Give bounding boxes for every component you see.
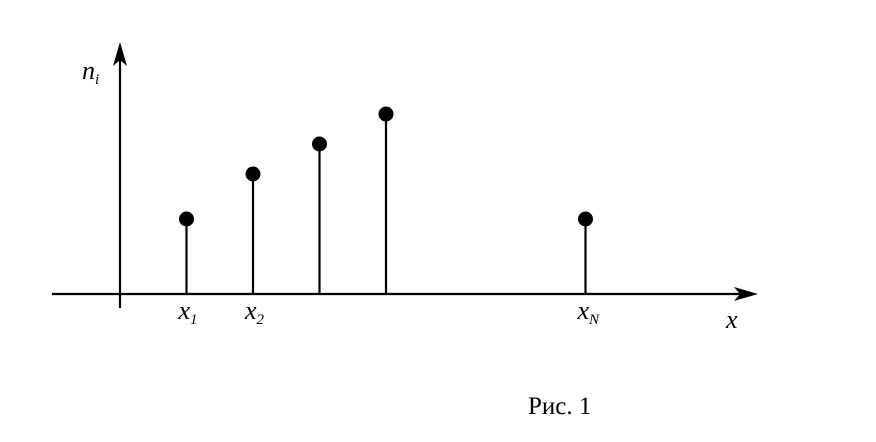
axes	[52, 42, 758, 308]
x-axis-arrowhead	[734, 287, 758, 301]
x-tick-label: xN	[577, 296, 601, 328]
y-axis-arrowhead	[113, 42, 127, 66]
x-tick-label-subscript: N	[588, 312, 600, 328]
x-tick-label-base: x	[244, 296, 257, 325]
x-tick-label-subscript: 1	[190, 312, 198, 328]
data-point	[312, 136, 327, 152]
data-point	[378, 106, 394, 122]
data-point	[179, 211, 194, 227]
data-point	[245, 166, 261, 182]
x-tick-label: x1	[178, 296, 198, 328]
y-axis-label: ni	[82, 56, 99, 88]
data-point	[578, 211, 593, 227]
x-tick-label-subscript: 2	[257, 312, 265, 328]
x-tick-label-base: x	[577, 296, 590, 325]
x-axis-label: x	[725, 305, 738, 334]
x-tick-label: x2	[244, 296, 265, 328]
stem-marks: x1 x2 xN	[178, 106, 601, 328]
figure-caption: Рис. 1	[528, 393, 591, 420]
y-axis-label-subscript: i	[95, 72, 99, 88]
x-tick-label-base: x	[178, 296, 191, 325]
y-axis-label-base: n	[82, 56, 95, 85]
